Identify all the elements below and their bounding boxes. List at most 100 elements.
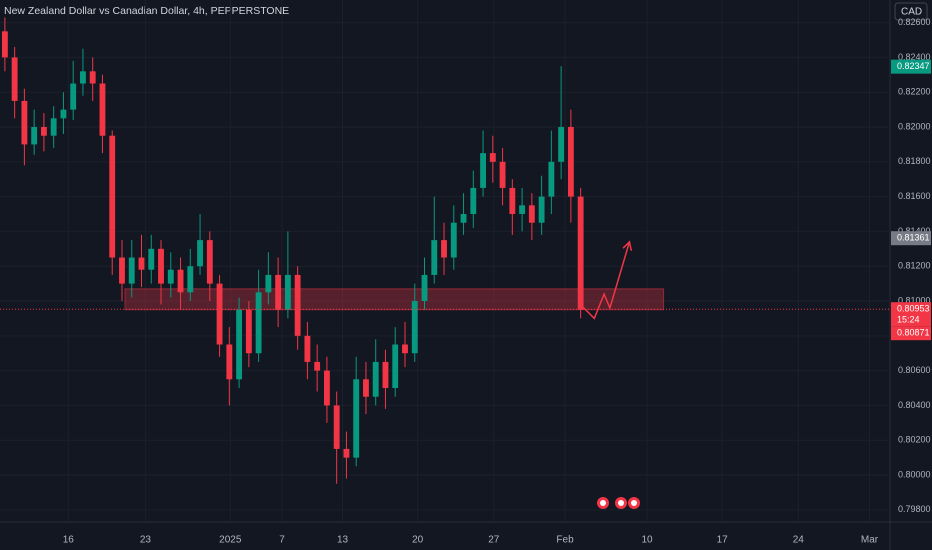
x-tick-label: Mar (861, 535, 879, 546)
projection-arrowhead (622, 240, 633, 251)
x-tick-label: 17 (717, 535, 729, 546)
price-label-box (891, 59, 931, 74)
candle-body (304, 335, 311, 362)
candle-body (206, 240, 213, 284)
candle-body (40, 127, 47, 136)
y-tick-label: 0.81200 (898, 261, 931, 271)
x-tick-label: 13 (337, 535, 349, 546)
candle-body (226, 344, 233, 380)
x-tick-label: 24 (793, 535, 805, 546)
event-icons (597, 497, 640, 509)
candle-body (284, 274, 291, 310)
candle-body (21, 100, 28, 145)
price-label-box (891, 231, 931, 246)
candle-body (197, 240, 203, 267)
y-tick-label: 0.81000 (898, 295, 931, 305)
candle-body (421, 274, 428, 302)
candle-body (177, 269, 184, 293)
event-icon-dot (631, 500, 637, 506)
candle-body (558, 127, 565, 162)
candle-body (480, 153, 486, 188)
candle-body (489, 153, 496, 162)
y-tick-label: 0.80000 (898, 469, 931, 479)
x-tick-label: 7 (279, 535, 285, 546)
x-tick-label: 10 (641, 535, 653, 546)
candle-body (255, 292, 262, 354)
candle-body (402, 344, 408, 354)
x-tick-label: 2025 (219, 535, 242, 546)
price-label: 0.80871 (897, 328, 930, 338)
price-label: 0.81361 (897, 233, 930, 243)
candle-body (109, 135, 116, 258)
y-tick-label: 0.81600 (898, 191, 931, 201)
chart-title: New Zealand Dollar vs Canadian Dollar, 4… (4, 5, 289, 17)
candle-body (382, 361, 389, 389)
candle-body (519, 205, 526, 215)
y-tick-label: 0.82200 (898, 87, 931, 97)
candle-body (392, 344, 399, 389)
y-tick-label: 0.79800 (898, 504, 931, 514)
candle-body (148, 248, 155, 270)
candle-body (50, 118, 57, 136)
candle-body (99, 83, 106, 136)
grid (0, 0, 890, 522)
axes: 0.82600 0.82400 0.82200 0.82000 0.81800 0.816… (63, 17, 931, 546)
x-tick-label: 16 (63, 535, 75, 546)
candle-body (70, 83, 77, 110)
candle-body (80, 71, 86, 84)
y-tick-label: 0.82400 (898, 52, 931, 62)
candle-body (353, 379, 360, 458)
event-icon-dot (600, 500, 606, 506)
candle-body (411, 301, 418, 354)
candle-body (11, 57, 18, 101)
candle-body (528, 205, 535, 223)
candle-body (216, 283, 223, 345)
plot (0, 17, 890, 484)
y-tick-label: 0.80400 (898, 400, 931, 410)
y-tick-label: 0.81400 (898, 226, 931, 236)
candle-body (343, 448, 350, 458)
candle-body (538, 196, 545, 223)
candle-body (294, 274, 301, 336)
candle-body (158, 248, 164, 284)
candle-body (470, 187, 477, 215)
candle-body (567, 127, 574, 197)
projection-path (582, 241, 631, 320)
x-tick-label: 23 (140, 535, 152, 546)
y-tick-label: 0.80600 (898, 365, 931, 375)
candle-body (265, 274, 272, 293)
candle-body (31, 127, 38, 145)
y-tick-label: 0.81800 (898, 156, 931, 166)
candle-body (1, 31, 8, 58)
candle-body (323, 370, 330, 406)
x-tick-label: 20 (412, 535, 424, 546)
price-label: 0.82347 (897, 61, 930, 71)
y-tick-label: 0.80200 (898, 435, 931, 445)
candle-body (275, 274, 282, 310)
currency-label[interactable]: CAD (901, 7, 922, 18)
candle-body (138, 257, 145, 270)
candle-body (314, 361, 321, 371)
candle-body (548, 161, 555, 197)
candle-body (372, 361, 379, 397)
price-label-box (891, 302, 931, 327)
candle-body (119, 257, 125, 284)
candle-body (460, 214, 467, 223)
price-label: 0.80953 (897, 304, 930, 314)
countdown-label: 15:24 (897, 315, 920, 325)
candle-body (363, 379, 369, 397)
candle-body (499, 161, 506, 188)
candle-body (128, 257, 135, 284)
candle-body (431, 240, 438, 275)
candle-body (187, 266, 194, 293)
candle-body (245, 309, 252, 354)
candle-body (333, 405, 340, 449)
currency-button[interactable] (894, 2, 928, 21)
y-tick-label: 0.82000 (898, 121, 931, 131)
candle-body (236, 309, 243, 380)
candle-body (89, 71, 96, 84)
price-label-box (891, 326, 931, 341)
candle-body (167, 269, 174, 284)
